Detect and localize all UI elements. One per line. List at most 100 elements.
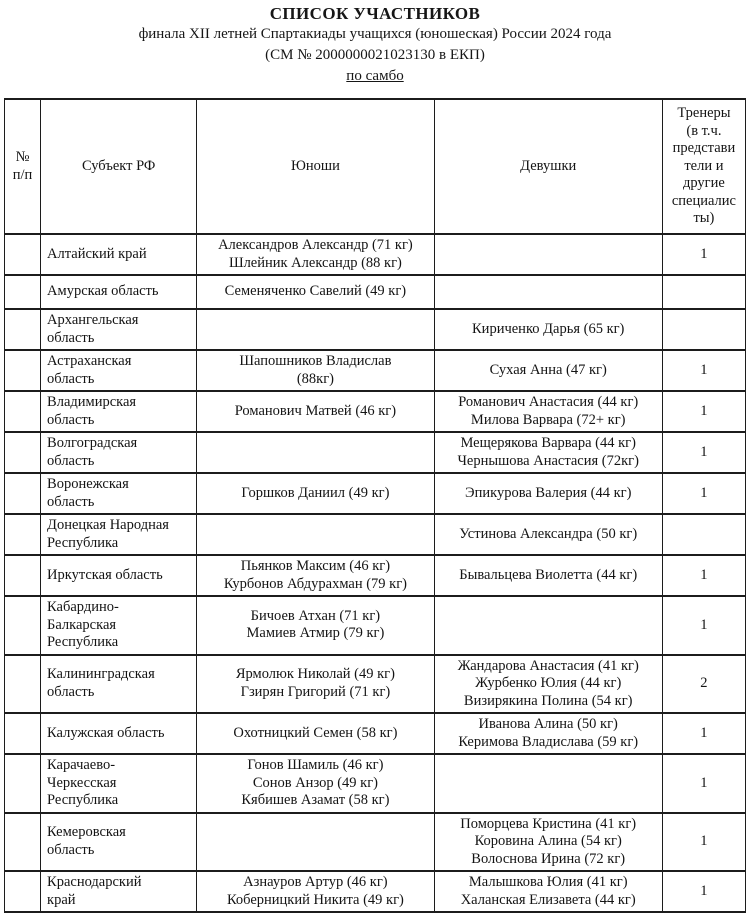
region-name: Владимирская область [47,394,137,428]
cell-boys: Гонов Шамиль (46 кг) Сонов Анзор (49 кг) К… [196,753,435,814]
athlete-name: Курбонов Абдурахман (79 кг) [223,575,407,592]
table-row: Иркутская область Пьянков Максим (46 кг)… [3,554,747,597]
athlete-name: Гзирян Григорий (71 кг) [240,683,391,700]
cell-row-number [3,308,42,351]
athlete-name: Ярмолюк Николай (49 кг) [235,666,395,683]
boys-list: Охотницкий Семен (58 кг) [200,725,430,743]
cell-coaches-count: 1 [661,811,747,872]
cell-girls [433,274,663,310]
athlete-name: Охотницкий Семен (58 кг) [233,724,398,741]
cell-boys: Шапошников Владислав (88кг) [196,349,435,392]
cell-coaches-count: 1 [661,431,747,474]
region-name: Амурская область [47,283,159,300]
athlete-name: Поморцева Кристина (41 кг) [460,815,637,832]
column-header-girls: Девушки [433,98,663,235]
cell-row-number [3,653,42,714]
table-row: Краснодарский край Азнауров Артур (46 кг… [3,870,747,913]
cell-girls: Бывальцева Виолетта (44 кг) [433,554,663,597]
cell-region: Кемеровская область [40,811,198,872]
cell-row-number [3,472,42,515]
cell-region: Архангельская область [40,308,198,351]
cell-boys [196,308,435,351]
athlete-name: Чернышова Анастасия (72кг) [457,452,639,469]
column-header-coaches: Тренеры (в т.ч. представи тели и другие … [661,98,747,235]
cell-girls: Эпикурова Валерия (44 кг) [433,472,663,515]
cell-boys: Горшков Даниил (49 кг) [196,472,435,515]
cell-girls [433,753,663,814]
boys-list: Азнауров Артур (46 кг) Коберницкий Никита… [200,874,430,909]
boys-list: Романович Матвей (46 кг) [200,403,430,421]
athlete-name: Мещерякова Варвара (44 кг) [460,435,636,451]
registry-number-line: (СМ № 2000000021023130 в ЕКП) [265,47,485,63]
girls-list: Бывальцева Виолетта (44 кг) [438,567,659,585]
girls-list: Жандарова Анастасия (41 кг) Журбенко Юлия… [438,658,659,711]
cell-girls: Иванова Алина (50 кг) Керимова Владислава… [433,712,663,755]
cell-row-number [3,753,42,814]
cell-region: Астраханская область [40,349,198,392]
cell-boys: Романович Матвей (46 кг) [196,390,435,433]
cell-boys [196,513,435,556]
document-subtitle: финала XII летней Спартакиады учащихся (… [138,26,612,42]
document-title: СПИСОК УЧАСТНИКОВ [269,4,481,23]
athlete-name: Жандарова Анастасия (41 кг) [457,657,639,674]
sport-label: по самбо [346,68,404,84]
cell-girls [433,595,663,656]
cell-coaches-count [661,308,747,351]
athlete-name: Шапошников Владислав (88кг) [239,353,392,387]
cell-region: Амурская область [40,274,198,310]
cell-coaches-count: 1 [661,390,747,433]
region-name: Краснодарский край [47,874,142,908]
cell-girls [433,233,663,276]
cell-girls: Сухая Анна (47 кг) [433,349,663,392]
cell-region: Владимирская область [40,390,198,433]
cell-row-number [3,712,42,755]
cell-row-number [3,595,42,656]
region-name: Воронежская область [47,476,129,510]
cell-row-number [3,349,42,392]
athlete-name: Сонов Анзор (49 кг) [252,774,378,791]
table-row: Донецкая Народная Республика Устинова Ал… [3,513,747,556]
boys-list: Ярмолюк Николай (49 кг) Гзирян Григорий (… [200,666,430,701]
cell-region: Калужская область [40,712,198,755]
girls-list: Малышкова Юлия (41 кг) Халанская Елизавет… [438,874,659,909]
cell-row-number [3,431,42,474]
athlete-name: Сухая Анна (47 кг) [489,361,607,378]
region-name: Волгоградская область [47,435,138,469]
athlete-name: Азнауров Артур (46 кг) [243,874,388,890]
table-row: Владимирская область Романович Матвей (4… [3,390,747,433]
athlete-name: Пьянков Максим (46 кг) [240,558,391,574]
athlete-name: Кябишев Азамат (58 кг) [241,792,390,808]
table-row: Калужская область Охотницкий Семен (58 к… [3,712,747,755]
athlete-name: Иванова Алина (50 кг) [478,716,618,732]
region-name: Карачаево- Черкесская Республика [47,757,119,808]
girls-list: Поморцева Кристина (41 кг) Коровина Алина… [438,816,659,869]
cell-region: Донецкая Народная Республика [40,513,198,556]
boys-list: Семеняченко Савелий (49 кг) [200,283,430,301]
region-name: Астраханская область [47,353,132,387]
region-name: Алтайский край [47,245,147,262]
table-row: Кемеровская область Поморцева Кристина (… [3,811,747,872]
athlete-name: Романович Анастасия (44 кг) [458,394,639,410]
document-header: СПИСОК УЧАСТНИКОВ финала XII летней Спар… [0,3,750,87]
column-header-region: Субъект РФ [40,98,198,235]
athlete-name: Эпикурова Валерия (44 кг) [465,484,632,501]
cell-girls: Кириченко Дарья (65 кг) [433,308,663,351]
athlete-name: Милова Варвара (72+ кг) [470,411,626,428]
athlete-name: Семеняченко Савелий (49 кг) [224,283,407,300]
cell-coaches-count: 1 [661,349,747,392]
document-page: СПИСОК УЧАСТНИКОВ финала XII летней Спар… [0,3,750,913]
participants-table: № п/п Субъект РФ Юноши Девушки Тренеры (… [3,98,747,913]
boys-list: Горшков Даниил (49 кг) [200,485,430,503]
cell-row-number [3,811,42,872]
column-header-number: № п/п [3,98,42,235]
cell-girls: Жандарова Анастасия (41 кг) Журбенко Юлия… [433,653,663,714]
cell-region: Волгоградская область [40,431,198,474]
cell-region: Карачаево- Черкесская Республика [40,753,198,814]
boys-list: Шапошников Владислав (88кг) [200,353,430,388]
girls-list: Кириченко Дарья (65 кг) [438,321,659,339]
girls-list: Романович Анастасия (44 кг) Милова Варвар… [438,394,659,429]
table-row: Алтайский край Александров Александр (71… [3,233,747,276]
athlete-name: Гонов Шамиль (46 кг) [247,757,384,773]
cell-boys [196,431,435,474]
column-header-boys: Юноши [196,98,435,235]
